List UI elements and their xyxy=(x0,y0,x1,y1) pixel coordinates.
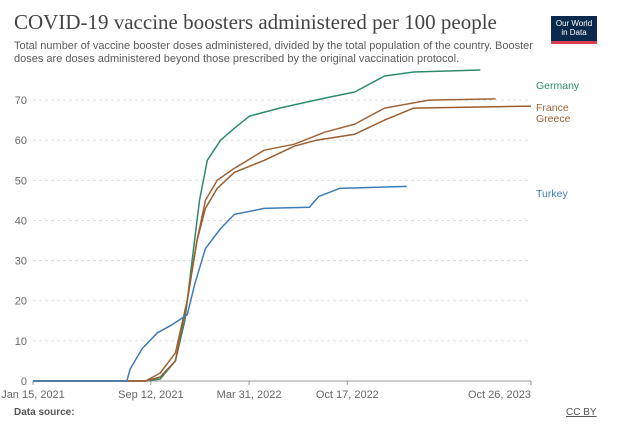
owid-logo[interactable]: Our World in Data xyxy=(551,16,597,44)
series-label-germany: Germany xyxy=(536,80,580,92)
y-tick-label: 20 xyxy=(15,296,27,308)
y-tick-label: 30 xyxy=(15,256,27,268)
logo-text-line1: Our World xyxy=(555,19,593,28)
x-tick-label: Oct 17, 2022 xyxy=(316,389,379,401)
grid-lines xyxy=(33,99,531,342)
x-tick-label: Mar 31, 2022 xyxy=(217,389,282,401)
y-tick-label: 70 xyxy=(15,95,27,107)
series-line-germany xyxy=(33,69,481,382)
x-axis: Jan 15, 2021 Sep 12, 2021 Mar 31, 2022 Oct … xyxy=(1,380,532,401)
series-line-turkey xyxy=(33,185,407,382)
x-tick-label: Sep 12, 2021 xyxy=(118,389,183,401)
series-label-turkey: Turkey xyxy=(536,188,568,200)
y-tick-label: 0 xyxy=(21,376,27,388)
y-tick-label: 50 xyxy=(15,175,27,187)
y-axis: 0 10 20 30 40 50 60 70 xyxy=(15,95,27,388)
chart-title: COVID-19 vaccine boosters administered p… xyxy=(14,10,497,34)
chart-subtitle: Total number of vaccine booster doses ad… xyxy=(14,40,533,65)
series-lines xyxy=(33,69,532,382)
x-tick-label: Jan 15, 2021 xyxy=(1,389,65,401)
series-label-france: France xyxy=(536,102,569,114)
logo-text-line2: in Data xyxy=(561,28,587,37)
y-tick-label: 60 xyxy=(15,135,27,147)
y-tick-label: 40 xyxy=(15,215,27,227)
data-source-label: Data source: xyxy=(14,407,75,418)
x-tick-label: Oct 26, 2023 xyxy=(468,389,531,401)
series-label-greece: Greece xyxy=(536,113,571,125)
license-link[interactable]: CC BY xyxy=(566,407,597,418)
y-tick-label: 10 xyxy=(15,336,27,348)
series-line-greece xyxy=(33,105,532,382)
series-line-france xyxy=(33,98,496,382)
logo-accent-bar xyxy=(551,41,597,44)
